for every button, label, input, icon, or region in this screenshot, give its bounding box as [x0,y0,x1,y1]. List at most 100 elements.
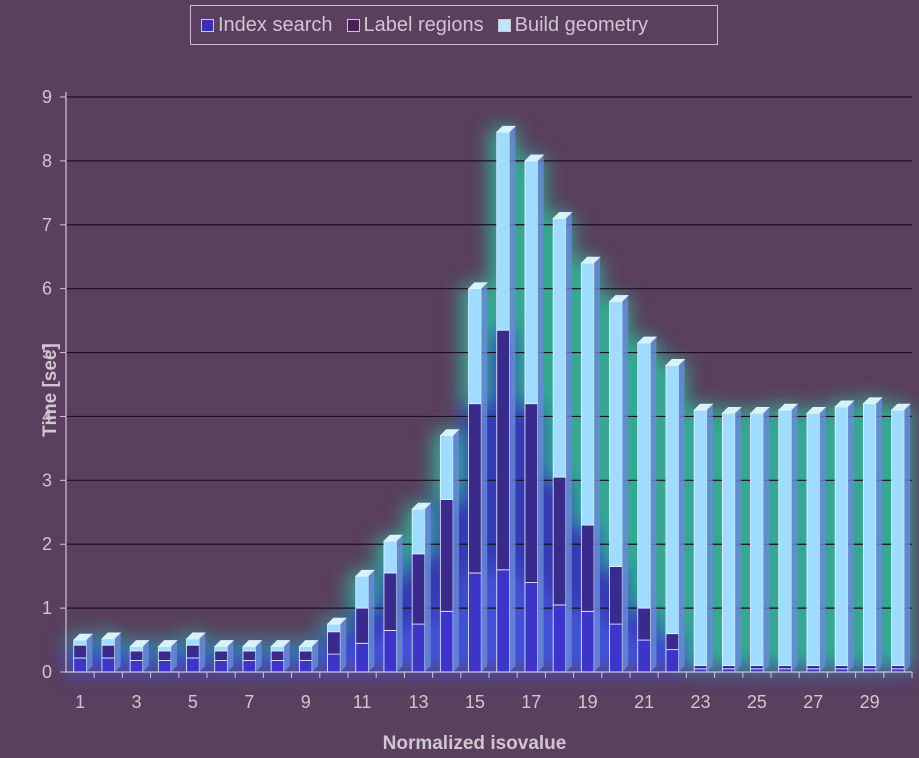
bar-build-geometry [73,639,87,646]
x-tick-label: 25 [747,692,767,712]
bar-index-search [355,642,369,673]
x-tick-label: 19 [578,692,598,712]
x-tick-label: 7 [244,692,254,712]
bar-side [509,126,516,672]
x-tick-label: 27 [803,692,823,712]
y-tick-label: 0 [42,662,52,682]
bar-build-geometry [778,409,792,667]
bar-index-search [214,660,228,673]
bar-side [847,400,854,672]
legend-swatch-index-search [201,18,214,32]
bar-side [312,640,319,672]
bar-index-search [242,660,257,673]
x-tick-label: 3 [131,692,141,712]
bar-label-regions [157,650,172,661]
x-tick-label: 5 [188,692,198,712]
bar-build-geometry [468,288,482,405]
y-tick-labels: 0 1 2 3 4 5 6 7 8 9 [42,87,52,682]
bar-label-regions [327,631,341,655]
axes [60,92,913,678]
bar-label-regions [552,476,567,606]
legend-swatch-build-geometry [497,18,511,32]
bar-label-regions [101,644,116,659]
y-tick-label: 6 [42,279,52,299]
bar-index-search [298,660,313,673]
y-tick-label: 9 [42,87,52,107]
bar-index-search [637,639,651,673]
bar-build-geometry [411,508,426,555]
bar-build-geometry [637,342,651,609]
legend-label-label-regions: Label regions [363,13,484,36]
bar-label-regions [242,650,257,661]
legend-item-build-geometry: Build geometry [497,13,649,37]
bar-label-regions [186,644,200,659]
bar-build-geometry [157,646,172,652]
y-tick-label: 7 [42,215,52,235]
bar-side [171,640,178,672]
bar-index-search [129,660,144,673]
bar-side [481,282,488,672]
x-tick-label: 11 [353,692,372,712]
x-tick-label: 17 [521,692,541,712]
y-tick-label: 1 [42,598,52,618]
bar-index-search [383,630,398,673]
bar-index-search [524,582,539,673]
bar-label-regions [468,403,482,574]
bar-side [283,640,290,672]
bar-index-search [496,569,510,673]
bar-label-regions [355,607,369,644]
bar-side [199,632,206,672]
x-tick-label: 23 [690,692,710,712]
bar-build-geometry [355,575,369,609]
bar-side [368,570,375,672]
x-tick-label: 15 [465,692,485,712]
x-tick-label: 13 [408,692,428,712]
bar-label-regions [270,650,285,661]
bar-label-regions [524,403,539,583]
bar-side [86,634,93,672]
y-axis-label: Time [sec] [39,343,61,437]
bar-side [227,640,234,672]
bar-index-search [73,657,87,673]
y-tick-label: 4 [42,406,52,426]
bar-side [424,503,431,672]
bar-build-geometry [862,403,877,667]
bar-build-geometry [439,435,454,500]
bar-index-search [468,572,482,673]
bar-build-geometry [834,406,849,667]
bar-side [396,535,403,672]
bar-label-regions [862,665,877,670]
bar-label-regions [637,607,651,641]
bar-label-regions [834,665,849,670]
bar-build-geometry [298,646,313,652]
bar-side [594,257,601,672]
bar-index-search [411,623,426,673]
bar-build-geometry [214,646,228,652]
bar-build-geometry [693,409,708,667]
bar-build-geometry [750,412,764,667]
bar-build-geometry [580,262,595,526]
bar-label-regions [580,524,595,612]
x-tick-labels: 1 3 5 7 9 11 13 15 17 19 21 23 25 27 29 [75,692,880,712]
legend-item-index-search: Index search [201,14,333,37]
bar-label-regions [693,665,708,670]
y-tick-label: 2 [42,534,52,554]
x-tick-label: 9 [301,692,311,712]
bar-label-regions [721,665,736,670]
bar-build-geometry [721,412,736,667]
bar-side [791,404,798,672]
legend-label-build-geometry: Build geometry [514,13,649,36]
bar-index-search [186,657,200,673]
bar-build-geometry [186,638,200,646]
bar-side [819,407,826,672]
bar-label-regions [496,329,510,571]
bar-side [142,640,149,672]
bar-index-search [101,657,116,673]
x-tick-label: 1 [75,692,85,712]
bar-side [735,407,742,672]
bar-side [650,336,657,672]
bar-label-regions [298,650,313,661]
bar-build-geometry [101,638,116,646]
bar-build-geometry [129,646,144,652]
bar-label-regions [665,633,680,651]
